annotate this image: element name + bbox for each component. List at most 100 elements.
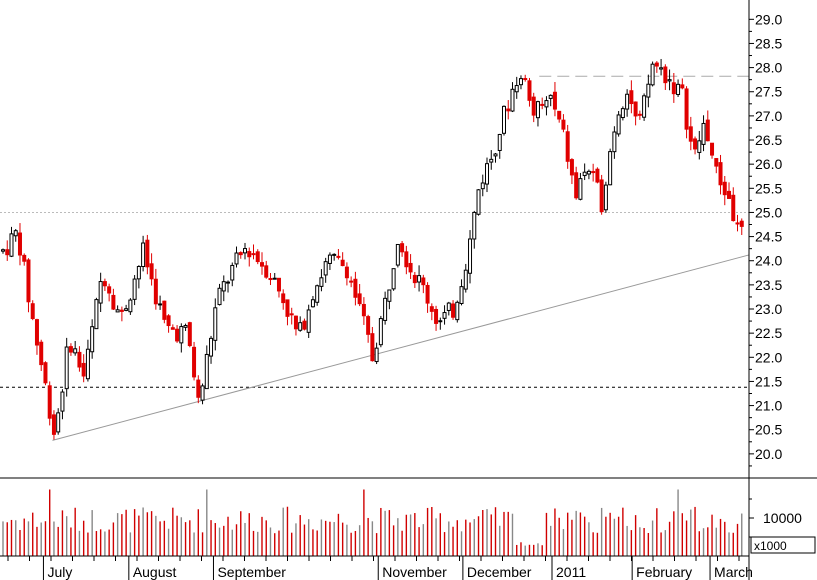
candle-body	[646, 83, 651, 98]
trendline	[52, 254, 750, 441]
candle-body	[642, 95, 647, 118]
candle-body	[489, 158, 494, 163]
candle-body	[268, 278, 273, 281]
candle-body	[391, 268, 396, 290]
price-tick-label: 27.5	[755, 84, 782, 100]
candle-body	[162, 300, 167, 320]
candle-body	[693, 138, 698, 150]
month-label: November	[382, 564, 447, 580]
candle-body	[714, 158, 719, 167]
candle-body	[353, 278, 358, 298]
candle-body	[132, 278, 137, 300]
candle-body	[149, 263, 154, 280]
candle-body	[85, 348, 90, 380]
candle-body	[272, 277, 277, 280]
candle-body	[434, 308, 439, 324]
candle-body	[510, 88, 515, 112]
candle-body	[64, 346, 69, 390]
candle-body	[136, 266, 141, 280]
price-tick-label: 25.0	[755, 204, 782, 220]
candle-body	[5, 249, 10, 256]
candle-body	[493, 153, 498, 157]
candle-body	[370, 333, 375, 362]
candle-body	[731, 194, 736, 222]
volume-unit-label: x1000	[754, 539, 787, 553]
candle-body	[145, 239, 150, 268]
month-label: August	[133, 564, 177, 580]
candle-body	[688, 126, 693, 142]
candle-body	[557, 110, 562, 120]
candle-body	[531, 96, 536, 116]
candle-body	[451, 303, 456, 318]
candle-body	[446, 302, 451, 311]
candle-body	[637, 113, 642, 116]
candle-body	[718, 162, 723, 186]
candle-body	[595, 168, 600, 183]
volume-bars	[2, 489, 743, 556]
candle-body	[128, 299, 133, 313]
price-tick-label: 20.5	[755, 422, 782, 438]
price-tick-label: 20.0	[755, 446, 782, 462]
candle-body	[293, 315, 298, 330]
candle-body	[650, 63, 655, 86]
candle-body	[544, 100, 549, 108]
candle-body	[323, 261, 328, 276]
candle-body	[480, 182, 485, 190]
candle-body	[727, 190, 732, 199]
candle-body	[68, 346, 73, 353]
price-tick-label: 29.0	[755, 11, 782, 27]
volume-tick-label: 10000	[763, 510, 802, 526]
candle-body	[73, 348, 78, 354]
candle-body	[175, 328, 180, 342]
candle-body	[561, 119, 566, 130]
price-candles	[1, 58, 744, 440]
candle-body	[238, 252, 243, 256]
price-tick-label: 27.0	[755, 108, 782, 124]
candle-body	[43, 362, 48, 384]
candle-body	[107, 286, 112, 294]
candle-body	[115, 309, 120, 313]
candle-body	[259, 262, 264, 267]
volume-axis-ticks: 10000 x1000	[749, 498, 816, 554]
candle-body	[1, 249, 5, 252]
candle-body	[56, 412, 61, 433]
candle-body	[77, 351, 82, 368]
candle-body	[417, 275, 422, 283]
candle-body	[187, 322, 192, 347]
candle-body	[565, 131, 570, 162]
candle-body	[620, 108, 625, 119]
candle-body	[710, 142, 715, 156]
volume-unit-box	[750, 536, 816, 554]
candle-body	[523, 78, 528, 81]
candle-body	[357, 293, 362, 305]
candle-body	[26, 259, 31, 303]
candle-body	[455, 301, 460, 321]
candle-body	[251, 253, 256, 256]
candle-body	[667, 79, 672, 82]
candle-body	[378, 318, 383, 346]
candle-body	[226, 281, 231, 284]
candle-body	[213, 307, 218, 341]
candle-body	[374, 347, 379, 363]
candle-body	[591, 171, 596, 174]
candle-body	[472, 211, 477, 240]
candle-body	[306, 309, 311, 333]
candle-body	[395, 243, 400, 266]
candle-body	[671, 82, 676, 95]
candle-body	[111, 294, 116, 310]
candle-body	[569, 159, 574, 176]
candle-body	[599, 179, 604, 213]
candle-body	[336, 255, 341, 258]
time-axis-labels: July August September November December 2011 F…	[7, 556, 753, 580]
candle-body	[196, 379, 201, 398]
candle-body	[659, 67, 664, 70]
candle-body	[540, 103, 545, 106]
candle-body	[319, 277, 324, 287]
price-axis-ticks: 29.0 28.5 28.0 27.5 27.0 26.5 26.0 25.5 25.0 24.5…	[749, 11, 782, 467]
price-tick-label: 25.5	[755, 180, 782, 196]
candle-body	[514, 85, 519, 93]
candle-body	[680, 84, 685, 89]
candle-body	[629, 90, 634, 105]
candle-body	[582, 171, 587, 177]
candle-body	[221, 281, 226, 292]
